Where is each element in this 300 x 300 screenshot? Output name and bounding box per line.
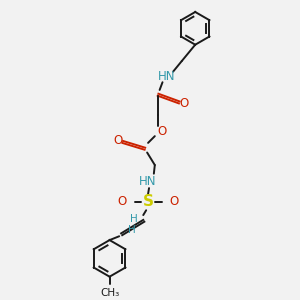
Text: O: O: [179, 97, 188, 110]
Text: HN: HN: [158, 70, 175, 83]
Text: CH₃: CH₃: [100, 288, 119, 298]
Text: S: S: [142, 194, 154, 209]
Text: O: O: [157, 125, 166, 138]
Text: H: H: [128, 226, 136, 236]
Text: O: O: [118, 195, 127, 208]
Text: O: O: [114, 134, 123, 148]
Text: HN: HN: [139, 175, 157, 188]
Text: O: O: [169, 195, 179, 208]
Text: H: H: [130, 214, 137, 224]
